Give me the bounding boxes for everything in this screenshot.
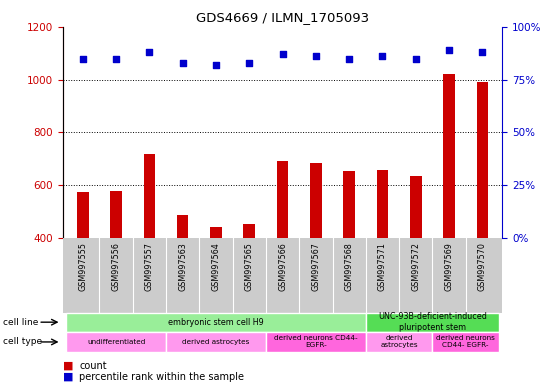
- Bar: [66, 313, 366, 332]
- Text: GSM997565: GSM997565: [245, 242, 254, 291]
- Point: [444, 47, 453, 53]
- Point: [212, 62, 221, 68]
- Point: [378, 53, 387, 60]
- Bar: [277, 161, 288, 344]
- Point: [411, 55, 420, 61]
- Point: [79, 55, 87, 61]
- Point: [311, 53, 320, 60]
- Title: GDS4669 / ILMN_1705093: GDS4669 / ILMN_1705093: [196, 11, 369, 24]
- Bar: [110, 191, 122, 344]
- Text: derived neurons CD44-
EGFR-: derived neurons CD44- EGFR-: [274, 336, 358, 348]
- Point: [345, 55, 353, 61]
- Text: GSM997564: GSM997564: [211, 242, 221, 291]
- Text: derived neurons
CD44- EGFR-: derived neurons CD44- EGFR-: [436, 336, 495, 348]
- Bar: [266, 332, 366, 352]
- Text: GSM997572: GSM997572: [411, 242, 420, 291]
- Text: cell type: cell type: [3, 338, 42, 346]
- Text: GSM997568: GSM997568: [345, 242, 354, 291]
- Text: GSM997571: GSM997571: [378, 242, 387, 291]
- Text: ■: ■: [63, 361, 73, 371]
- Bar: [66, 332, 166, 352]
- Bar: [166, 332, 266, 352]
- Text: GSM997555: GSM997555: [78, 242, 87, 291]
- Bar: [477, 81, 488, 344]
- Text: count: count: [79, 361, 107, 371]
- Bar: [410, 176, 422, 344]
- Bar: [177, 215, 188, 344]
- Bar: [343, 171, 355, 344]
- Text: embryonic stem cell H9: embryonic stem cell H9: [168, 318, 264, 327]
- Point: [179, 60, 187, 66]
- Text: GSM997567: GSM997567: [311, 242, 321, 291]
- Text: GSM997557: GSM997557: [145, 242, 154, 291]
- Text: GSM997569: GSM997569: [444, 242, 454, 291]
- Text: GSM997566: GSM997566: [278, 242, 287, 291]
- Point: [245, 60, 254, 66]
- Text: GSM997563: GSM997563: [178, 242, 187, 291]
- Point: [145, 49, 154, 55]
- Point: [478, 49, 486, 55]
- Bar: [77, 192, 88, 344]
- Bar: [377, 170, 388, 344]
- Text: percentile rank within the sample: percentile rank within the sample: [79, 372, 244, 382]
- Bar: [443, 74, 455, 344]
- Point: [278, 51, 287, 58]
- Text: derived astrocytes: derived astrocytes: [182, 339, 250, 345]
- Text: cell line: cell line: [3, 318, 38, 327]
- Text: GSM997570: GSM997570: [478, 242, 487, 291]
- Text: ■: ■: [63, 372, 73, 382]
- Point: [112, 55, 121, 61]
- Bar: [366, 332, 432, 352]
- Bar: [210, 227, 222, 344]
- Bar: [310, 163, 322, 344]
- Text: GSM997556: GSM997556: [111, 242, 121, 291]
- Bar: [244, 223, 255, 344]
- Bar: [432, 332, 499, 352]
- Bar: [144, 154, 155, 344]
- Text: derived
astrocytes: derived astrocytes: [380, 336, 418, 348]
- Bar: [366, 313, 499, 332]
- Text: undifferentiated: undifferentiated: [87, 339, 145, 345]
- Text: UNC-93B-deficient-induced
pluripotent stem: UNC-93B-deficient-induced pluripotent st…: [378, 313, 487, 332]
